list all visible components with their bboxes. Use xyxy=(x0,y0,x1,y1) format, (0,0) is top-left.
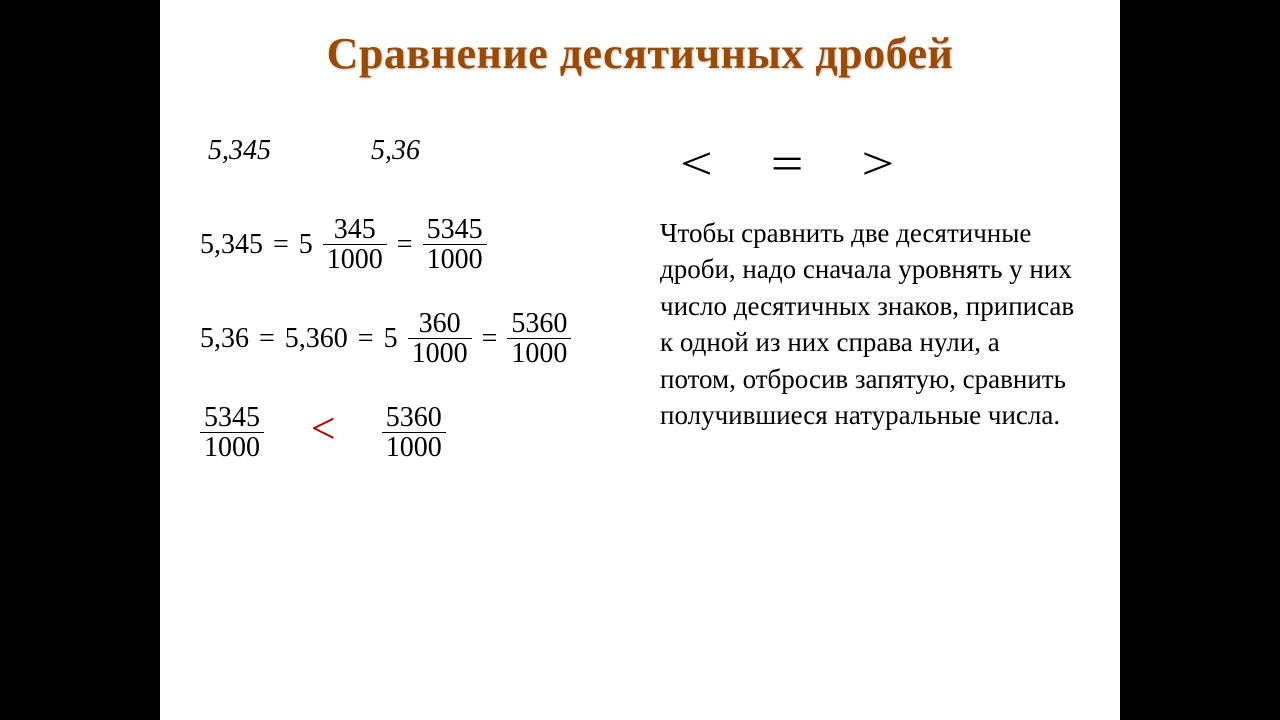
equation-1: 5,345 = 5 345 1000 = 5345 1000 xyxy=(200,215,630,275)
eq2-mixed-whole: 5 xyxy=(384,323,398,355)
eq1-mixed-whole: 5 xyxy=(299,229,313,261)
eq1-improper-denom: 1000 xyxy=(423,244,487,274)
compare-left-denom: 1000 xyxy=(200,432,264,462)
slide: Сравнение десятичных дробей 5,345 5,36 5… xyxy=(160,0,1120,720)
eq2-mixed-numer: 360 xyxy=(415,309,465,338)
left-column: 5,345 5,36 5,345 = 5 345 1000 = 5345 100… xyxy=(200,135,630,462)
example-b: 5,36 xyxy=(371,135,420,167)
rule-text: Чтобы сравнить две десятичные дроби, над… xyxy=(660,215,1080,434)
eq1-mixed-fraction: 345 1000 xyxy=(323,215,387,275)
right-column: < = > Чтобы сравнить две десятичные дроб… xyxy=(660,135,1080,462)
compare-right-fraction: 5360 1000 xyxy=(382,403,446,463)
content-columns: 5,345 5,36 5,345 = 5 345 1000 = 5345 100… xyxy=(200,135,1080,462)
equals-icon: = xyxy=(259,323,275,355)
equals-icon: = xyxy=(358,323,374,355)
eq2-mixed-fraction: 360 1000 xyxy=(408,309,472,369)
eq2-mixed-denom: 1000 xyxy=(408,338,472,368)
compare-left-fraction: 5345 1000 xyxy=(200,403,264,463)
eq2-lhs: 5,36 xyxy=(200,323,249,355)
example-values: 5,345 5,36 xyxy=(200,135,630,167)
eq1-improper-fraction: 5345 1000 xyxy=(423,215,487,275)
eq1-improper-numer: 5345 xyxy=(423,215,487,244)
eq1-mixed-numer: 345 xyxy=(330,215,380,244)
eq2-mid: 5,360 xyxy=(285,323,348,355)
less-than-icon: < xyxy=(680,141,713,187)
less-than-mark: < xyxy=(308,403,338,454)
compare-right-denom: 1000 xyxy=(382,432,446,462)
greater-than-icon: > xyxy=(861,141,894,187)
equals-icon: = xyxy=(397,229,413,261)
eq2-improper-fraction: 5360 1000 xyxy=(507,309,571,369)
comparison-symbols: < = > xyxy=(660,135,1080,193)
compare-right-numer: 5360 xyxy=(382,403,446,432)
equals-icon: = xyxy=(273,229,289,261)
equals-icon: = xyxy=(482,323,498,355)
compare-left-numer: 5345 xyxy=(200,403,264,432)
example-a: 5,345 xyxy=(208,135,271,167)
equation-2: 5,36 = 5,360 = 5 360 1000 = 5360 1000 xyxy=(200,309,630,369)
eq2-improper-numer: 5360 xyxy=(507,309,571,338)
eq2-improper-denom: 1000 xyxy=(507,338,571,368)
eq1-lhs: 5,345 xyxy=(200,229,263,261)
comparison: 5345 1000 < 5360 1000 xyxy=(200,403,630,463)
eq1-mixed-denom: 1000 xyxy=(323,244,387,274)
slide-title: Сравнение десятичных дробей xyxy=(200,28,1080,79)
equals-icon: = xyxy=(771,141,804,187)
